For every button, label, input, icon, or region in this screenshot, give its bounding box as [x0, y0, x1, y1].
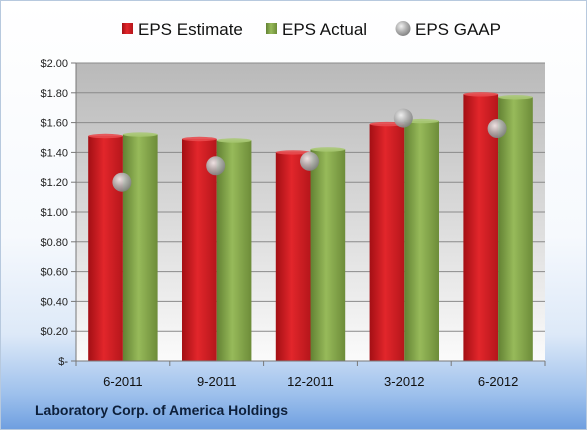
legend-label: EPS Estimate — [138, 20, 243, 39]
x-category-label: 12-2011 — [287, 374, 334, 389]
eps-estimate-bar — [463, 94, 499, 361]
y-tick-label: $0.20 — [40, 326, 68, 338]
legend-swatch — [395, 21, 411, 36]
eps-estimate-bar-cap — [275, 150, 311, 155]
eps-estimate-bar-cap — [463, 92, 499, 97]
eps-gaap-marker — [206, 156, 226, 176]
axes: $- $0.20 $0.40 $0.60 $0.80 $1.00 $1.20 $1.40 $1.… — [40, 58, 546, 389]
x-category-label: 3-2012 — [384, 374, 424, 389]
gaap-markers — [112, 108, 507, 192]
y-tick-label: $0.60 — [40, 267, 68, 279]
x-category-label: 6-2012 — [478, 374, 518, 389]
y-tick-label: $1.00 — [40, 207, 68, 219]
eps-actual-bar-cap — [310, 147, 346, 152]
y-tick-label: $1.40 — [40, 147, 68, 159]
eps-actual-bar-cap — [216, 138, 252, 143]
eps-actual-bar — [216, 140, 252, 361]
eps-estimate-bar-cap — [88, 133, 123, 139]
eps-actual-bar — [122, 134, 158, 361]
y-tick-label: $- — [58, 356, 68, 368]
eps-actual-bar-cap — [498, 95, 533, 100]
y-tick-label: $1.60 — [40, 118, 68, 130]
eps-actual-bar-cap — [122, 132, 158, 137]
eps-actual-bar-cap — [404, 118, 440, 124]
eps-gaap-marker — [112, 172, 132, 192]
eps-estimate-bar-cap — [181, 136, 217, 142]
legend-swatch — [122, 23, 133, 34]
legend-label: EPS Actual — [282, 20, 367, 39]
eps-estimate-bar — [369, 124, 405, 361]
eps-gaap-marker — [300, 151, 319, 171]
eps-estimate-bar — [181, 138, 217, 361]
legend-swatch — [266, 23, 277, 34]
legend-label: EPS GAAP — [415, 20, 501, 39]
y-tick-label: $0.80 — [40, 237, 68, 249]
eps-estimate-bar — [275, 152, 311, 361]
legend: EPS Estimate EPS Actual EPS GAAP — [122, 20, 501, 39]
x-category-label: 6-2011 — [103, 374, 143, 389]
y-tick-label: $2.00 — [40, 58, 68, 70]
bars — [88, 92, 533, 362]
eps-actual-bar — [310, 149, 346, 361]
eps-actual-bar — [404, 121, 440, 361]
y-tick-label: $0.40 — [40, 296, 68, 308]
y-tick-label: $1.20 — [40, 177, 68, 189]
x-category-label: 9-2011 — [197, 374, 237, 389]
y-tick-label: $1.80 — [40, 88, 68, 100]
eps-estimate-bar — [88, 136, 123, 361]
eps-gaap-marker — [487, 119, 507, 139]
eps-gaap-marker — [393, 108, 413, 128]
company-name: Laboratory Corp. of America Holdings — [35, 402, 289, 418]
eps-actual-bar — [498, 97, 533, 362]
